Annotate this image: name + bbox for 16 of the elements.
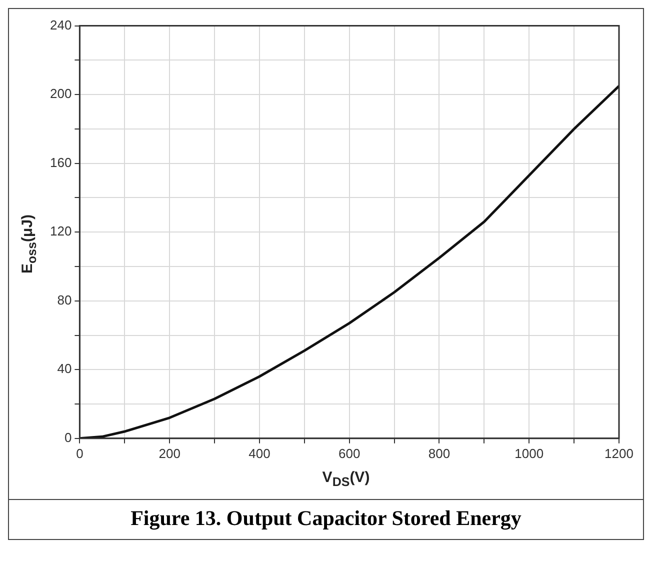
x-tick-label: 400 (248, 446, 270, 461)
y-tick-label: 200 (50, 86, 72, 102)
y-tick-label: 80 (57, 292, 72, 308)
y-tick-label: 120 (50, 224, 72, 239)
y-tick-label: 160 (50, 154, 72, 170)
x-tick-label: 200 (158, 446, 180, 461)
text: Figure 13. Output Capacitor Stored Energy (9, 499, 643, 539)
y-tick-label: 240 (50, 17, 72, 32)
x-tick-label: 800 (428, 446, 450, 461)
x-axis-title: V$_{DS}$(V) (321, 469, 371, 489)
x-tick-label: 1000 (514, 446, 544, 461)
x-tick-label: 1200 (604, 446, 634, 461)
y-tick-label: 40 (57, 361, 72, 376)
x-tick-label: 0 (76, 446, 84, 461)
x-tick-label: 600 (338, 446, 360, 461)
y-tick-label: 0 (64, 430, 72, 445)
